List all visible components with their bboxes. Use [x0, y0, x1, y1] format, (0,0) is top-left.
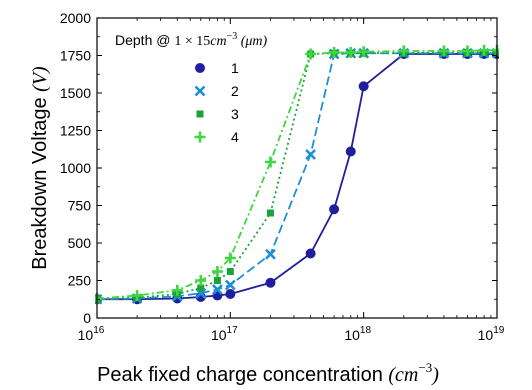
y-axis-title: Breakdown Voltage (V) — [29, 66, 51, 270]
x-tick-label-0: 1016 — [78, 325, 105, 343]
y-tick-label-6: 1500 — [60, 85, 91, 101]
series-1-point-9 — [345, 146, 356, 157]
plot-frame — [96, 17, 498, 319]
legend-marker-2-stroke-b — [194, 85, 206, 97]
series-1 — [95, 49, 499, 305]
x-tick-label-1: 1017 — [211, 325, 238, 343]
series-3-line — [96, 51, 497, 301]
series-2-point-5-stroke-b — [224, 279, 236, 291]
legend: Depth @ 1 × 15cm−3 (μm) 1 2 3 4 — [115, 31, 268, 145]
x-axis-title: Peak fixed charge concentration (cm−3) — [97, 360, 439, 386]
legend-marker-2 — [194, 85, 206, 97]
series-3-point-4 — [213, 277, 221, 284]
series-1-line — [97, 53, 497, 301]
series-1-point-10 — [358, 81, 369, 92]
series-2-point-6 — [265, 248, 276, 260]
y-tick-label-3: 750 — [68, 198, 92, 214]
series-4 — [95, 44, 499, 304]
series-4-point-4 — [211, 266, 223, 277]
series-2-point-4-stroke-b — [211, 284, 223, 295]
y-tick-label-0: 0 — [83, 310, 91, 326]
series-1-point-7 — [305, 248, 316, 259]
y-tick-label-7: 1750 — [60, 48, 91, 64]
series-4-point-12 — [438, 45, 450, 57]
series-4-point-13 — [461, 45, 473, 57]
y-tick-label-4: 1000 — [60, 160, 91, 176]
series-4-point-2 — [171, 284, 183, 296]
series-2 — [95, 47, 499, 305]
series-4-point-8 — [328, 47, 340, 58]
series-4-line — [96, 49, 497, 300]
series-4-point-9 — [345, 47, 357, 58]
series-3-point-5 — [226, 268, 234, 275]
series-4-point-11 — [398, 45, 410, 57]
legend-label-2: 2 — [231, 83, 239, 99]
series-2-point-6-stroke-b — [265, 248, 276, 260]
y-tick-label-1: 250 — [68, 273, 92, 289]
series-2-point-7 — [305, 149, 317, 160]
series-1-point-6 — [265, 277, 276, 288]
y-tick-label-5: 1250 — [60, 123, 91, 139]
series-4-point-7 — [305, 48, 317, 60]
series-3-point-6 — [266, 209, 274, 217]
series-3-point-3 — [197, 284, 205, 292]
legend-marker-1 — [195, 63, 205, 73]
axes: 0 250 500 750 1000 1250 1500 1750 2000 1016 1017 10… — [29, 10, 505, 386]
x-tick-label-3: 1019 — [478, 325, 505, 343]
y-tick-label-2: 500 — [68, 235, 92, 251]
legend-marker-3 — [196, 110, 204, 118]
series-2-point-5 — [224, 279, 236, 291]
series-3 — [95, 49, 499, 303]
series-1-point-8 — [329, 204, 340, 215]
series-4-point-1 — [131, 290, 143, 301]
x-tick-label-2: 1018 — [344, 325, 371, 343]
series-1-point-5 — [225, 289, 236, 299]
plot-layer — [95, 44, 499, 305]
legend-label-3: 3 — [231, 106, 239, 122]
legend-label-1: 1 — [231, 60, 239, 76]
legend-label-4: 4 — [231, 129, 239, 145]
series-4-point-14 — [478, 44, 490, 56]
series-2-point-4 — [211, 284, 223, 295]
series-4-point-5 — [224, 252, 236, 264]
series-4-point-6 — [264, 156, 276, 168]
series-2-point-7-stroke-b — [305, 149, 317, 160]
series-4-point-10 — [358, 46, 370, 58]
legend-marker-4 — [194, 131, 206, 143]
legend-title: Depth @ 1 × 15cm−3 (μm) — [115, 31, 268, 49]
series-2-line — [96, 52, 497, 301]
series-4-point-3 — [195, 275, 207, 286]
y-tick-label-8: 2000 — [60, 10, 91, 26]
